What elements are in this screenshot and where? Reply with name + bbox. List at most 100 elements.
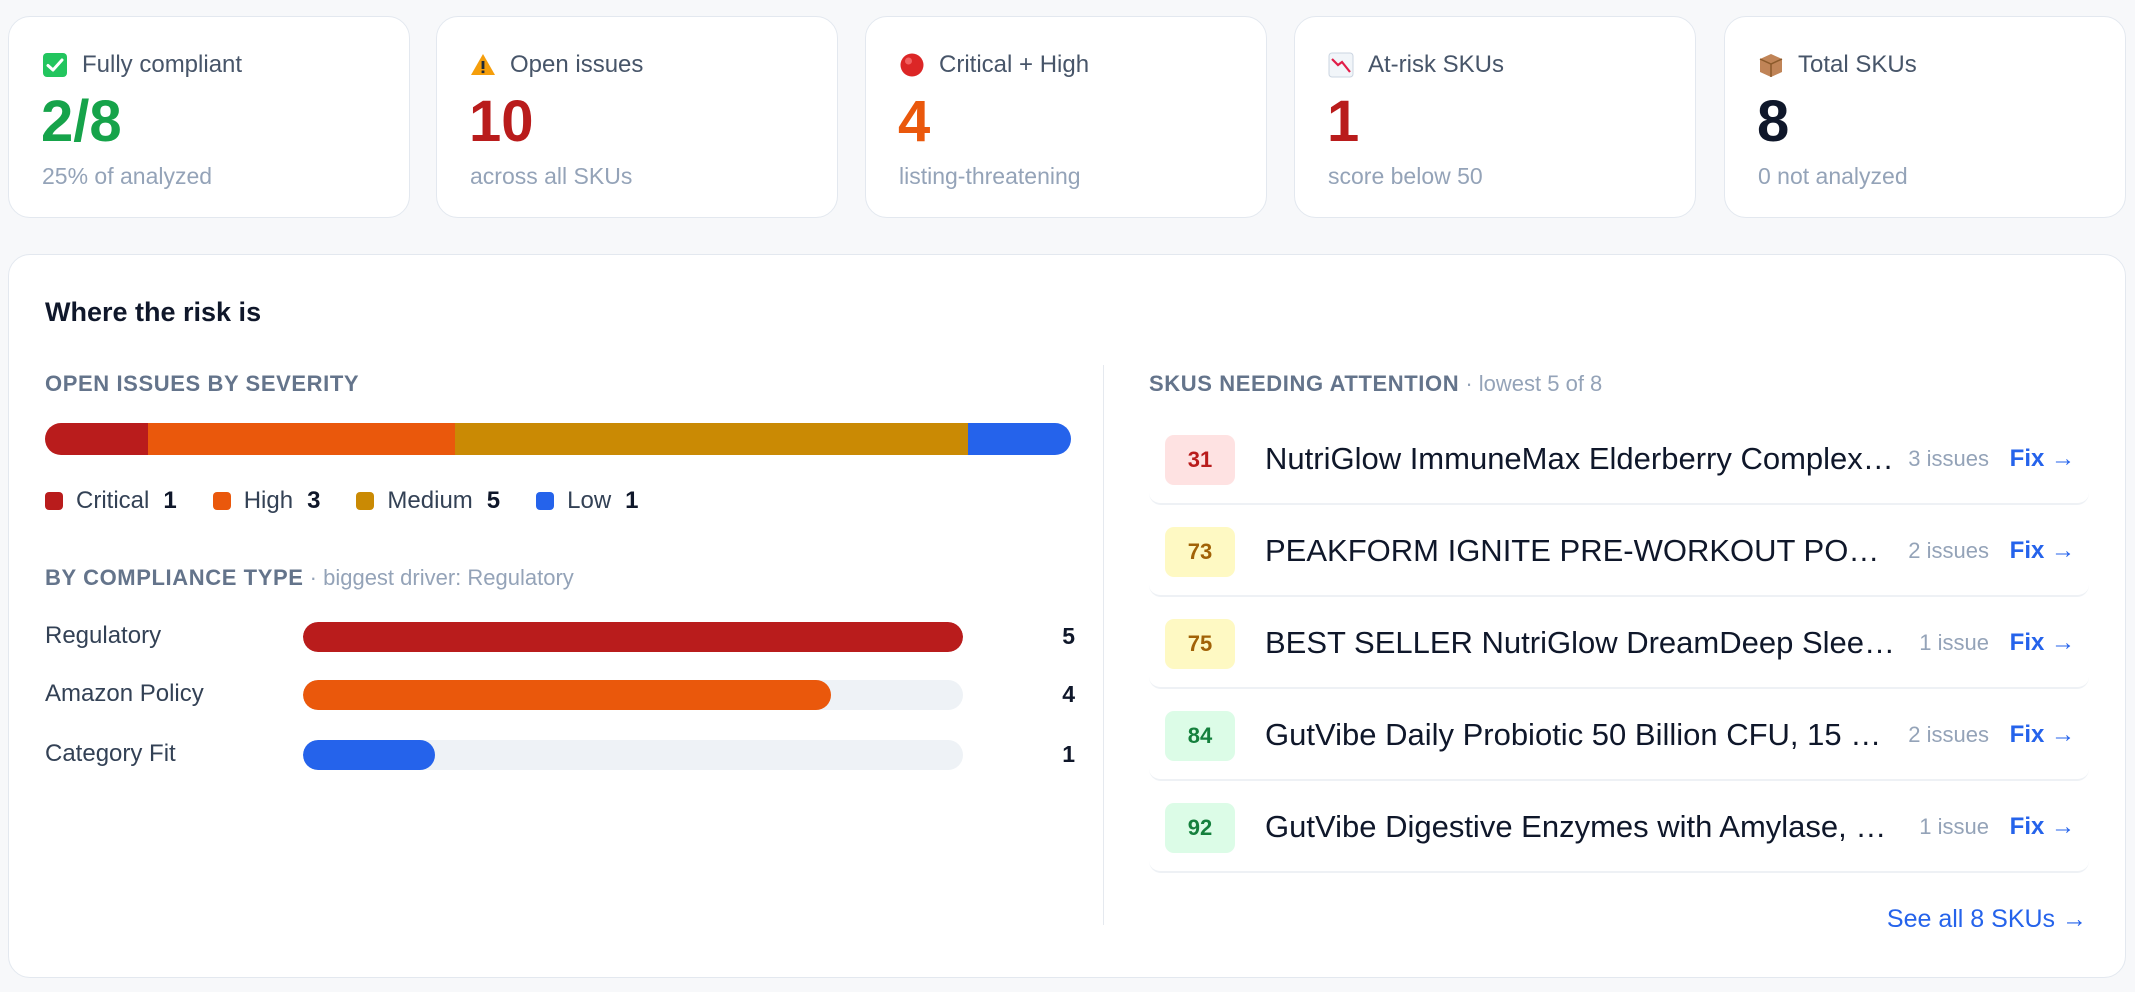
severity-legend: Critical 1 High 3 Medium 5 Low 1 <box>45 487 675 515</box>
compliance-type-subtitle: · biggest driver: Regulatory <box>303 565 574 590</box>
severity-segment-high <box>147 423 456 455</box>
fix-link[interactable]: Fix → <box>2009 629 2075 656</box>
sku-score-badge: 92 <box>1165 803 1235 853</box>
kpi-label: Critical + High <box>939 51 1090 78</box>
compliance-bar-track <box>303 622 963 652</box>
kpi-subtext: listing-threatening <box>899 163 1081 189</box>
kpi-row: Fully compliant 2/8 25% of analyzed Open… <box>8 16 2126 220</box>
checkmark-icon <box>42 52 68 78</box>
panel-title: Where the risk is <box>45 297 262 327</box>
sku-name: NutriGlow ImmuneMax Elderberry Complex G… <box>1265 441 1900 476</box>
sku-issue-count: 3 issues <box>1908 446 1989 471</box>
skus-section-label: SKUS NEEDING ATTENTION · lowest 5 of 8 <box>1149 371 1602 397</box>
risk-panel: Where the risk is OPEN ISSUES BY SEVERIT… <box>8 254 2126 978</box>
kpi-label: Total SKUs <box>1798 51 1917 78</box>
legend-swatch <box>212 492 231 510</box>
compliance-bar-track <box>303 740 963 770</box>
kpi-card-at-risk-skus: At-risk SKUs 1 score below 50 <box>1294 16 1696 218</box>
compliance-bar-fill <box>303 680 831 710</box>
sku-list: 31 NutriGlow ImmuneMax Elderberry Comple… <box>1149 427 2089 887</box>
compliance-type-title: BY COMPLIANCE TYPE <box>45 565 304 590</box>
kpi-subtext: 0 not analyzed <box>1758 163 1908 189</box>
legend-count: 1 <box>163 487 177 514</box>
kpi-card-open-issues: Open issues 10 across all SKUs <box>436 16 838 218</box>
compliance-bar-fill <box>303 622 963 652</box>
warning-icon <box>470 52 496 78</box>
legend-item-low: Low 1 <box>536 487 639 515</box>
severity-stacked-bar <box>45 423 1071 455</box>
sku-row[interactable]: 75 BEST SELLER NutriGlow DreamDeep Sleep… <box>1149 611 2089 689</box>
kpi-label: Open issues <box>510 51 644 78</box>
fix-link[interactable]: Fix → <box>2009 445 2075 472</box>
skus-section-subtitle: · lowest 5 of 8 <box>1459 371 1603 396</box>
skus-section-title: SKUS NEEDING ATTENTION <box>1149 371 1460 396</box>
sku-row[interactable]: 92 GutVibe Digestive Enzymes with Amylas… <box>1149 795 2089 873</box>
sku-issue-count: 2 issues <box>1908 538 1989 563</box>
sku-score-badge: 75 <box>1165 619 1235 669</box>
kpi-subtext: 25% of analyzed <box>42 163 213 189</box>
sku-issue-count: 2 issues <box>1908 722 1989 747</box>
kpi-subtext: score below 50 <box>1328 163 1483 189</box>
fix-link[interactable]: Fix → <box>2009 813 2075 840</box>
legend-label: Low <box>567 487 612 514</box>
legend-label: High <box>243 487 294 514</box>
legend-count: 1 <box>625 487 639 514</box>
sku-score-badge: 73 <box>1165 527 1235 577</box>
severity-section-title: OPEN ISSUES BY SEVERITY <box>45 371 360 396</box>
sku-score-badge: 31 <box>1165 435 1235 485</box>
kpi-value: 4 <box>898 89 931 154</box>
severity-segment-low <box>968 423 1071 455</box>
kpi-value: 1 <box>1327 89 1360 154</box>
compliance-row-regulatory: Regulatory 5 <box>45 620 1075 652</box>
kpi-value: 8 <box>1757 89 1790 154</box>
legend-item-medium: Medium 5 <box>356 487 500 515</box>
kpi-card-total-skus: Total SKUs 8 0 not analyzed <box>1724 16 2126 218</box>
sku-row[interactable]: 84 GutVibe Daily Probiotic 50 Billion CF… <box>1149 703 2089 781</box>
see-all-skus-link[interactable]: See all 8 SKUs → <box>1886 905 2087 933</box>
kpi-subtext: across all SKUs <box>470 163 633 189</box>
compliance-row-label: Category Fit <box>45 740 176 767</box>
kpi-value: 10 <box>469 89 534 154</box>
red-circle-icon <box>899 52 925 78</box>
kpi-label: Fully compliant <box>82 51 243 78</box>
kpi-value: 2/8 <box>41 89 122 154</box>
sku-row[interactable]: 73 PEAKFORM IGNITE PRE-WORKOUT POWDER 2 … <box>1149 519 2089 597</box>
compliance-row-count: 1 <box>1062 741 1075 767</box>
severity-section-label: OPEN ISSUES BY SEVERITY <box>45 371 359 397</box>
sku-row[interactable]: 31 NutriGlow ImmuneMax Elderberry Comple… <box>1149 427 2089 505</box>
compliance-row-amazon-policy: Amazon Policy 4 <box>45 678 1075 710</box>
compliance-row-label: Amazon Policy <box>45 680 204 707</box>
sku-name: PEAKFORM IGNITE PRE-WORKOUT POWDER <box>1265 533 1900 568</box>
severity-segment-critical <box>45 423 148 455</box>
chart-decreasing-icon <box>1328 52 1354 78</box>
fix-link[interactable]: Fix → <box>2009 721 2075 748</box>
kpi-card-critical-high: Critical + High 4 listing-threatening <box>865 16 1267 218</box>
legend-swatch <box>45 492 63 510</box>
legend-item-high: High 3 <box>212 487 321 515</box>
column-divider <box>1103 365 1104 925</box>
sku-name: GutVibe Digestive Enzymes with Amylase, … <box>1265 809 1900 844</box>
sku-name: BEST SELLER NutriGlow DreamDeep Sleep Su… <box>1265 625 1900 660</box>
sku-name: GutVibe Daily Probiotic 50 Billion CFU, … <box>1265 717 1900 752</box>
sku-score-badge: 84 <box>1165 711 1235 761</box>
sku-issue-count: 1 issue <box>1919 630 1989 655</box>
compliance-row-category-fit: Category Fit 1 <box>45 738 1075 770</box>
legend-count: 5 <box>486 487 501 514</box>
fix-link[interactable]: Fix → <box>2009 537 2075 564</box>
kpi-card-fully-compliant: Fully compliant 2/8 25% of analyzed <box>8 16 410 218</box>
compliance-bar-fill <box>303 740 435 770</box>
legend-swatch <box>356 492 375 510</box>
legend-label: Medium <box>387 487 473 514</box>
compliance-row-count: 4 <box>1062 681 1075 707</box>
sku-issue-count: 1 issue <box>1919 814 1989 839</box>
compliance-row-label: Regulatory <box>45 622 162 649</box>
kpi-label: At-risk SKUs <box>1368 51 1505 78</box>
legend-item-critical: Critical 1 <box>45 487 177 515</box>
legend-count: 3 <box>307 487 321 514</box>
compliance-type-section-label: BY COMPLIANCE TYPE · biggest driver: Reg… <box>45 565 574 591</box>
severity-segment-medium <box>455 423 969 455</box>
legend-swatch <box>536 492 555 510</box>
package-icon <box>1758 52 1784 78</box>
legend-label: Critical <box>76 487 150 514</box>
compliance-row-count: 5 <box>1062 623 1075 649</box>
